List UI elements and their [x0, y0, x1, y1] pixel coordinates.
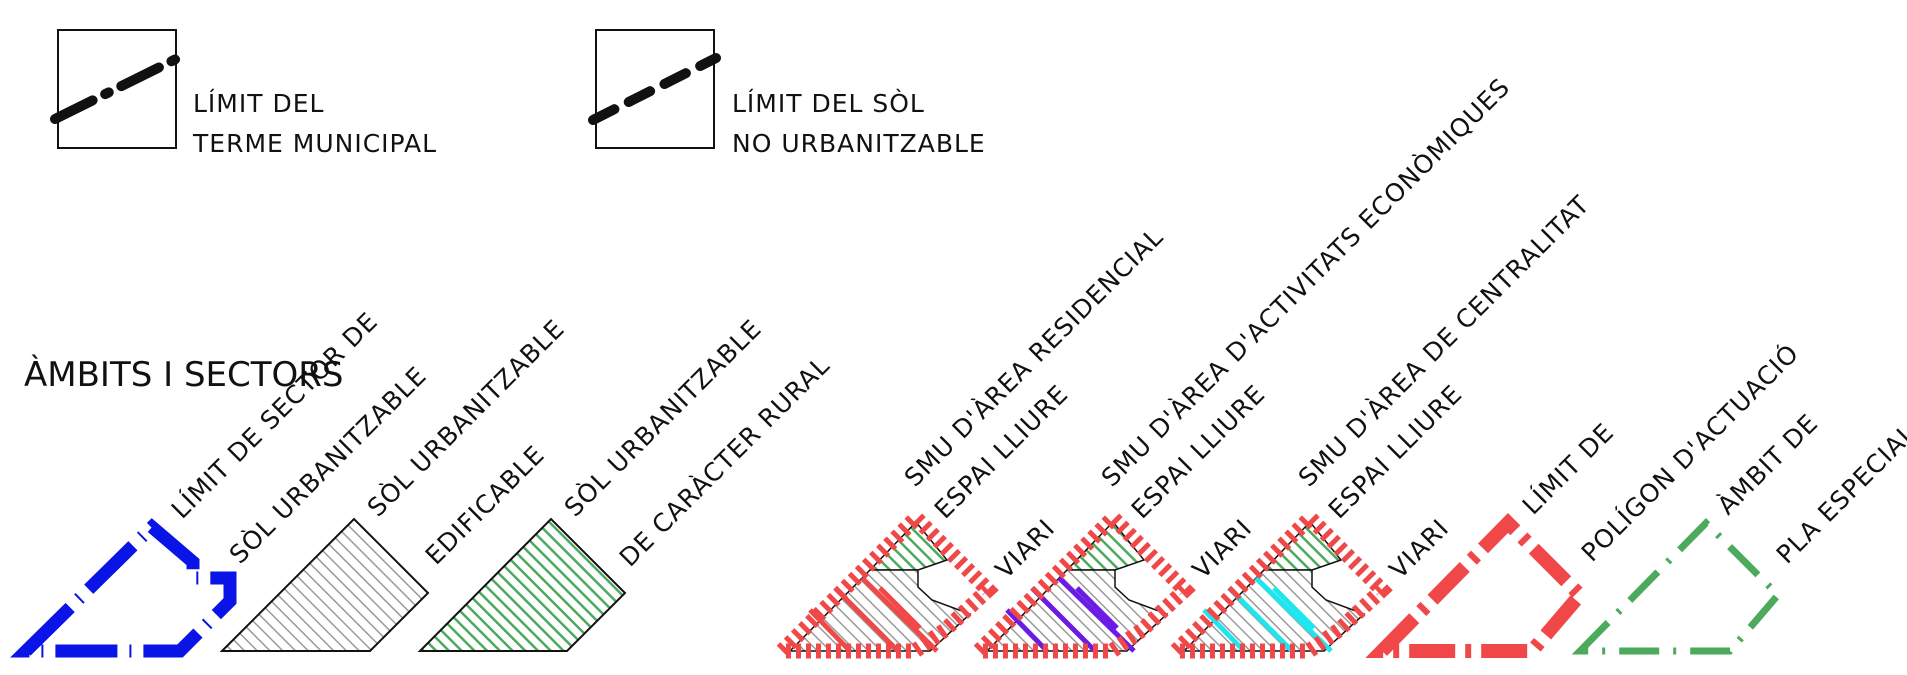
- poligon-label-line1: LÍMIT DE: [1517, 417, 1620, 520]
- symbol-box: [596, 30, 714, 148]
- dashed-line: [593, 58, 716, 120]
- terme-label-line2: TERME MUNICIPAL: [192, 129, 437, 158]
- terme-label-line1: LÍMIT DEL: [193, 89, 324, 118]
- legend-item-urbanitzable-rural: SÒL URBANITZABLE DE CARÀCTER RURAL: [420, 313, 835, 651]
- sector-limit-label-line1: LÍMIT DE SECTOR DE: [166, 307, 384, 525]
- blue-sector-outline: [26, 527, 230, 651]
- rural-label-line2: DE CARÀCTER RURAL: [614, 351, 836, 573]
- smu-centralitat-road-label: VIARI: [1384, 513, 1455, 584]
- no-urbanitzable-label-line1: LÍMIT DEL SÒL: [732, 88, 925, 118]
- smu-activitats-label: SMU D'ÀREA D'ACTIVITATS ECONÒMIQUES: [1095, 72, 1516, 493]
- dash-dot-line: [55, 58, 178, 119]
- legend-item-sol-no-urbanitzable: LÍMIT DEL SÒL NO URBANITZABLE: [593, 30, 986, 158]
- rural-label-line1: SÒL URBANITZABLE: [558, 313, 767, 522]
- no-urbanitzable-label-line2: NO URBANITZABLE: [732, 129, 986, 158]
- symbol-box: [58, 30, 176, 148]
- legend-item-terme-municipal: LÍMIT DEL TERME MUNICIPAL: [55, 30, 437, 158]
